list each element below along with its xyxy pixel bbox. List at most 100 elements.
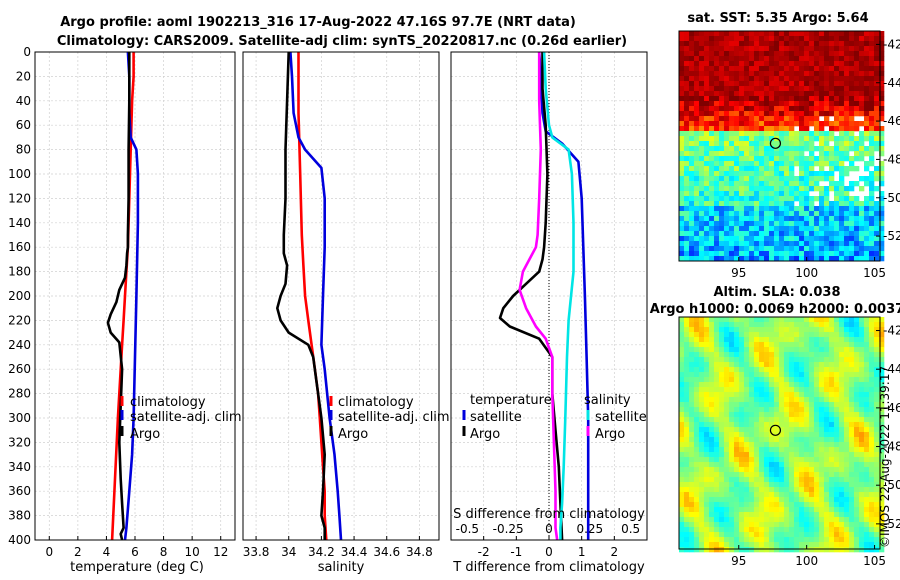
map-cell: [789, 542, 795, 548]
map-cell: [864, 151, 870, 157]
map-cell: [689, 216, 695, 222]
map-cell: [789, 412, 795, 418]
map-cell: [764, 106, 770, 112]
map-cell: [719, 472, 725, 478]
map-cell: [849, 482, 855, 488]
map-cell: [799, 51, 805, 57]
map-cell: [779, 56, 785, 62]
map-cell: [774, 161, 780, 167]
map-cell: [849, 91, 855, 97]
map-cell: [849, 31, 855, 37]
map-cell: [739, 507, 745, 513]
map-cell: [779, 422, 785, 428]
map-cell: [744, 71, 750, 77]
map-cell: [729, 241, 735, 247]
map-cell: [754, 317, 760, 323]
map-cell: [769, 347, 775, 353]
map-cell: [814, 392, 820, 398]
map-cell: [874, 332, 880, 338]
map-cell: [694, 492, 700, 498]
map-cell: [754, 191, 760, 197]
map-cell: [704, 537, 710, 543]
map-cell: [784, 507, 790, 513]
map-cell: [704, 256, 710, 262]
map-cell: [809, 462, 815, 468]
map-cell: [869, 537, 875, 543]
map-cell: [779, 512, 785, 518]
map-cell: [854, 347, 860, 353]
map-cell: [799, 206, 805, 212]
map-cell: [789, 41, 795, 47]
map-cell: [734, 437, 740, 443]
map-cell: [779, 126, 785, 132]
map-cell: [829, 332, 835, 338]
map-cell: [749, 487, 755, 493]
map-cell: [684, 447, 690, 453]
map-cell: [704, 487, 710, 493]
map-cell: [744, 136, 750, 142]
map-cell: [729, 487, 735, 493]
map-cell: [749, 121, 755, 127]
map-cell: [814, 186, 820, 192]
map-cell: [744, 166, 750, 172]
map-cell: [869, 477, 875, 483]
map-cell: [709, 116, 715, 122]
map-cell: [844, 106, 850, 112]
map-cell: [879, 517, 885, 523]
map-cell: [844, 402, 850, 408]
map-cell: [734, 186, 740, 192]
map-cell: [764, 186, 770, 192]
map-cell: [834, 51, 840, 57]
map-cell: [784, 171, 790, 177]
map-cell: [684, 332, 690, 338]
map-cell: [729, 332, 735, 338]
map-cell: [799, 91, 805, 97]
map-cell: [759, 166, 765, 172]
map-cell: [714, 141, 720, 147]
map-cell: [699, 76, 705, 82]
map-cell: [804, 81, 810, 87]
map-cell: [779, 342, 785, 348]
map-cell: [844, 442, 850, 448]
map-cell: [744, 111, 750, 117]
map-cell: [754, 176, 760, 182]
map-cell: [759, 211, 765, 217]
map-cell: [864, 161, 870, 167]
map-cell: [784, 161, 790, 167]
map-cell: [749, 402, 755, 408]
map-cell: [689, 492, 695, 498]
map-cell: [814, 111, 820, 117]
map-cell: [779, 151, 785, 157]
top-tick-label: 0.25: [576, 522, 603, 536]
map-cell: [774, 332, 780, 338]
map-cell: [724, 457, 730, 463]
map-cell: [789, 36, 795, 42]
map-cell: [724, 186, 730, 192]
map-cell: [839, 46, 845, 52]
depth-tick-label: 280: [8, 387, 31, 401]
map-cell: [874, 507, 880, 513]
map-cell: [734, 532, 740, 538]
map-cell: [679, 542, 685, 548]
map-cell: [814, 547, 820, 553]
map-cell: [769, 467, 775, 473]
map-cell: [834, 231, 840, 237]
map-cell: [869, 517, 875, 523]
map-cell: [734, 91, 740, 97]
map-cell: [849, 402, 855, 408]
map-cell: [859, 41, 865, 47]
map-cell: [764, 166, 770, 172]
map-cell: [704, 246, 710, 252]
map-cell: [799, 357, 805, 363]
map-cell: [714, 226, 720, 232]
map-cell: [784, 442, 790, 448]
map-cell: [874, 317, 880, 323]
map-cell: [809, 362, 815, 368]
map-cell: [694, 76, 700, 82]
map-cell: [794, 121, 800, 127]
map-cell: [874, 61, 880, 67]
map-cell: [749, 367, 755, 373]
map-cell: [679, 377, 685, 383]
map-cell: [749, 51, 755, 57]
